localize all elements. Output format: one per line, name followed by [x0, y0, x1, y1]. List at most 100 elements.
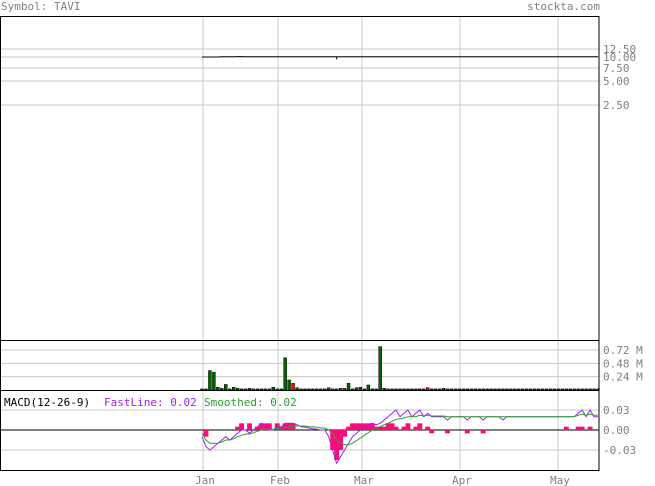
- volume-bar: [350, 388, 355, 391]
- macd-histogram-bar: [258, 423, 264, 430]
- volume-bar: [580, 388, 584, 391]
- volume-bar: [461, 388, 466, 391]
- volume-bar: [445, 388, 450, 391]
- volume-bar: [588, 388, 592, 391]
- volume-bar: [362, 388, 367, 391]
- price-tick-label: 2.50: [603, 99, 630, 112]
- macd-histogram-bar: [464, 430, 470, 434]
- volume-bar: [525, 388, 529, 391]
- volume-bar: [390, 388, 394, 391]
- volume-panel: [200, 346, 600, 391]
- volume-bar: [489, 388, 493, 391]
- volume-bar: [378, 346, 382, 391]
- macd-histogram-bar: [254, 426, 260, 430]
- volume-bar: [465, 388, 470, 391]
- macd-tick-label: 0.00: [603, 424, 630, 437]
- volume-bar: [592, 388, 596, 391]
- volume-bar: [501, 388, 505, 391]
- volume-bar: [255, 388, 260, 391]
- volume-bar: [382, 388, 386, 391]
- macd-histogram-bar: [377, 426, 383, 430]
- macd-histogram-bar: [445, 430, 450, 434]
- volume-bar: [517, 388, 521, 391]
- panel-frame: [0, 16, 600, 341]
- volume-bar: [548, 388, 553, 391]
- macd-tick-label: 0.03: [603, 404, 630, 417]
- volume-bar: [540, 388, 545, 391]
- volume-bar: [485, 388, 489, 391]
- volume-bar: [330, 388, 335, 391]
- volume-bar: [449, 388, 454, 391]
- volume-bar: [493, 388, 497, 391]
- volume-bar: [497, 388, 501, 391]
- volume-bar: [358, 386, 363, 391]
- macd-fastline: [201, 409, 598, 465]
- macd-histogram-bar: [247, 423, 252, 430]
- macd-panel: [201, 409, 598, 465]
- volume-bar: [208, 370, 212, 391]
- volume-bar: [374, 388, 378, 391]
- macd-histogram-bar: [282, 423, 288, 430]
- volume-bar: [303, 388, 307, 391]
- volume-bar: [243, 388, 248, 391]
- volume-bar: [469, 388, 473, 391]
- volume-bar: [346, 383, 351, 391]
- volume-bar: [224, 384, 228, 391]
- volume-bar: [552, 388, 557, 391]
- volume-bar: [481, 388, 485, 391]
- x-tick-label: Jan: [195, 474, 215, 486]
- volume-bar: [532, 388, 537, 391]
- price-tick-label: 7.50: [603, 62, 630, 75]
- volume-bar: [323, 388, 327, 391]
- volume-bar: [370, 388, 374, 391]
- macd-histogram-bar: [203, 430, 209, 437]
- macd-histogram-bar: [239, 423, 245, 430]
- macd-histogram-bar: [346, 426, 351, 430]
- volume-tick-label: 0.48 M: [603, 357, 643, 370]
- macd-histogram-bar: [338, 430, 344, 450]
- volume-bar: [291, 383, 295, 391]
- volume-bar: [283, 357, 287, 391]
- volume-tick-label: 0.72 M: [603, 344, 643, 357]
- volume-bar: [402, 388, 406, 391]
- volume-bar: [251, 388, 256, 391]
- volume-bar: [334, 388, 339, 391]
- macd-histogram-bar: [480, 430, 486, 434]
- volume-bar: [327, 387, 331, 391]
- macd-histogram-bar: [429, 430, 435, 434]
- volume-bar: [366, 384, 371, 391]
- volume-bar: [576, 388, 580, 391]
- macd-histogram-bar: [417, 423, 423, 430]
- x-tick-label: Apr: [452, 474, 472, 486]
- volume-bar: [220, 388, 224, 391]
- volume-bar: [441, 388, 446, 391]
- volume-bar: [505, 388, 509, 391]
- volume-bar: [319, 388, 323, 391]
- volume-bar: [263, 388, 268, 391]
- macd-histogram-bar: [389, 423, 395, 430]
- macd-histogram-bar: [365, 423, 371, 430]
- macd-histogram-bar: [330, 430, 336, 450]
- volume-bar: [287, 379, 291, 391]
- x-tick-label: Mar: [354, 474, 374, 486]
- volume-bar: [386, 388, 390, 391]
- macd-histogram-bar: [579, 426, 585, 430]
- volume-bar: [200, 388, 204, 391]
- price-tick-label: 5.00: [603, 75, 630, 88]
- volume-bar: [247, 388, 252, 391]
- panel-frames: [0, 16, 600, 471]
- volume-bar: [315, 388, 319, 391]
- macd-histogram-bar: [334, 430, 340, 460]
- macd-histogram-bar: [266, 423, 272, 430]
- volume-bar: [453, 388, 458, 391]
- volume-bar: [216, 386, 220, 391]
- macd-histogram-bar: [353, 423, 359, 430]
- symbol-label: Symbol: TAVI: [1, 0, 81, 13]
- volume-bar: [528, 388, 533, 391]
- volume-bar: [564, 388, 569, 391]
- volume-bar: [231, 386, 236, 391]
- macd-tick-label: -0.03: [603, 444, 636, 457]
- macd-histogram-bar: [350, 423, 355, 430]
- volume-bar: [295, 387, 299, 391]
- volume-bar: [212, 371, 216, 391]
